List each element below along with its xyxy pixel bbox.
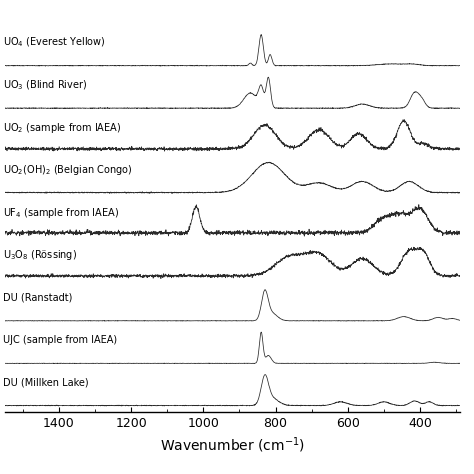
- X-axis label: Wavenumber (cm$^{-1}$): Wavenumber (cm$^{-1}$): [160, 436, 305, 456]
- Text: UF$_4$ (sample from IAEA): UF$_4$ (sample from IAEA): [3, 206, 119, 219]
- Text: UO$_2$ (sample from IAEA): UO$_2$ (sample from IAEA): [3, 120, 121, 135]
- Text: DU (Ranstadt): DU (Ranstadt): [3, 292, 73, 302]
- Text: UO$_4$ (Everest Yellow): UO$_4$ (Everest Yellow): [3, 36, 106, 49]
- Text: DU (Millken Lake): DU (Millken Lake): [3, 377, 89, 387]
- Text: UO$_3$ (Blind River): UO$_3$ (Blind River): [3, 78, 87, 92]
- Text: UJC (sample from IAEA): UJC (sample from IAEA): [3, 335, 117, 345]
- Text: UO$_2$(OH)$_2$ (Belgian Congo): UO$_2$(OH)$_2$ (Belgian Congo): [3, 163, 132, 177]
- Text: U$_3$O$_8$ (Rössing): U$_3$O$_8$ (Rössing): [3, 248, 77, 262]
